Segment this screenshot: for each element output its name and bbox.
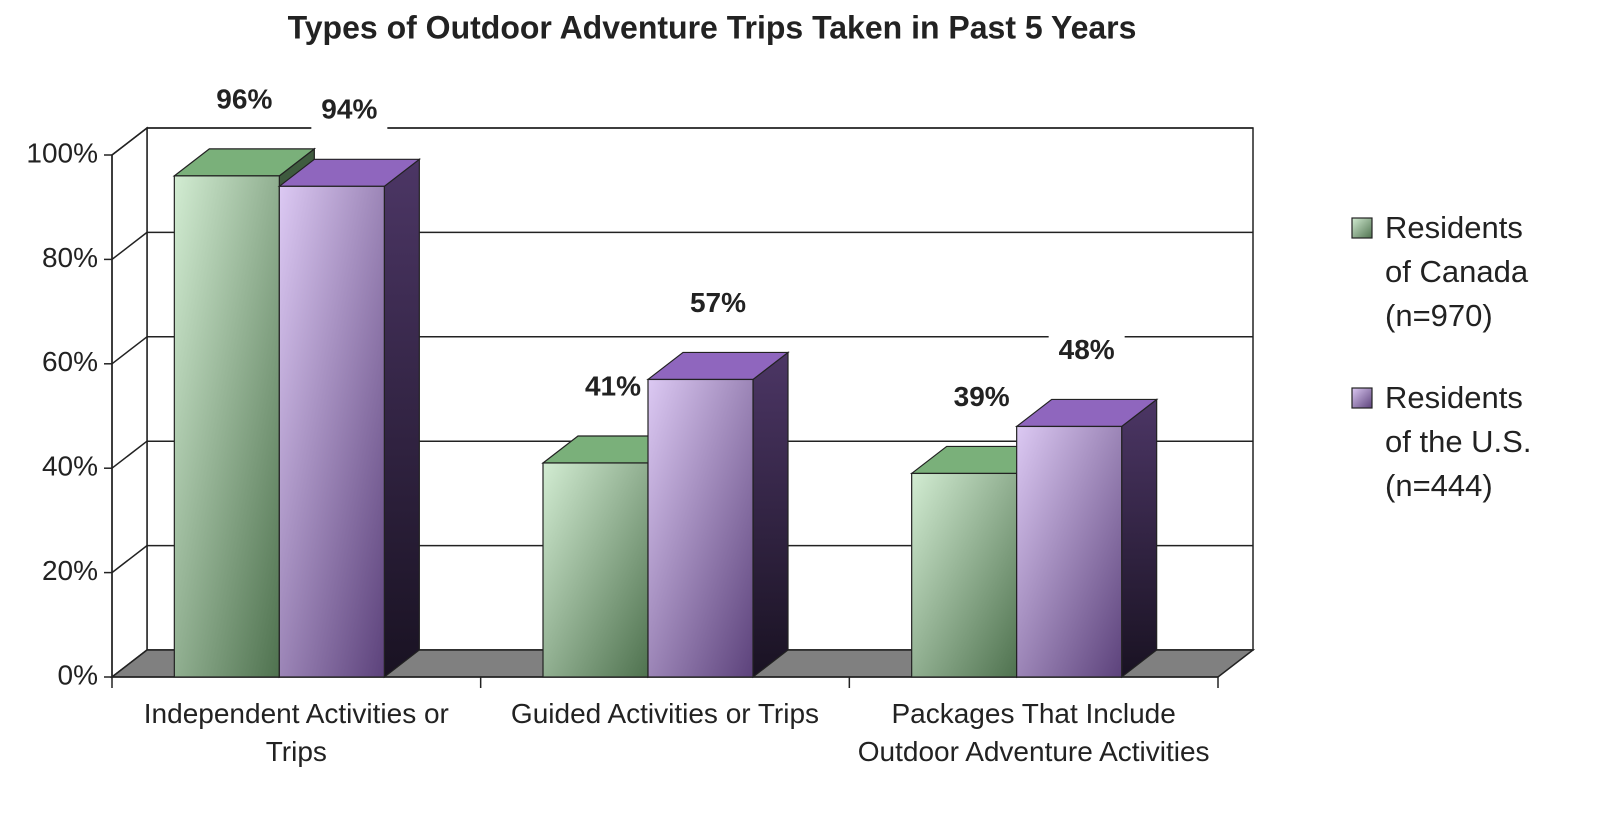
legend-swatch xyxy=(1351,217,1373,239)
data-label: 41% xyxy=(585,370,641,401)
legend-swatch xyxy=(1351,387,1373,409)
x-tick-label: Packages That Include Outdoor Adventure … xyxy=(857,698,1210,767)
y-tick-label: 40% xyxy=(42,451,98,482)
side-wall xyxy=(111,126,148,679)
label-bg xyxy=(943,378,1020,419)
grid-line xyxy=(111,440,148,469)
y-tick-label: 60% xyxy=(42,346,98,377)
legend-label: Residents of the U.S. (n=444) xyxy=(1385,380,1532,503)
bar-side xyxy=(383,158,420,679)
label-bg xyxy=(311,91,388,132)
grid-line xyxy=(111,127,148,156)
y-tick-label: 0% xyxy=(58,659,98,690)
y-tick-label: 20% xyxy=(42,555,98,586)
data-label: 57% xyxy=(690,287,746,318)
y-tick-label: 100% xyxy=(26,137,98,168)
bar xyxy=(173,175,280,678)
label-bg xyxy=(680,284,756,325)
x-tick-label: Guided Activities or Trips xyxy=(510,698,820,729)
label-bg xyxy=(575,367,651,408)
label-bg xyxy=(1048,331,1125,372)
data-label: 96% xyxy=(216,83,272,114)
grid-line xyxy=(111,231,148,260)
label-bg xyxy=(206,80,283,121)
y-tick-label: 80% xyxy=(42,242,98,273)
bar-side xyxy=(752,351,789,679)
grid-line xyxy=(111,336,148,365)
data-label: 48% xyxy=(1059,334,1115,365)
data-label: 94% xyxy=(321,94,377,125)
data-label: 39% xyxy=(954,381,1010,412)
bar xyxy=(1016,425,1123,678)
legend-label: Residents of Canada (n=970) xyxy=(1385,210,1529,333)
bar xyxy=(911,472,1018,678)
bar xyxy=(647,378,754,678)
chart-title: Types of Outdoor Adventure Trips Taken i… xyxy=(288,9,1137,45)
x-tick-label: Independent Activities or Trips xyxy=(143,698,449,767)
bar xyxy=(278,185,385,678)
grid-line xyxy=(111,545,148,574)
bar xyxy=(542,462,649,678)
bar-side xyxy=(1121,398,1158,679)
